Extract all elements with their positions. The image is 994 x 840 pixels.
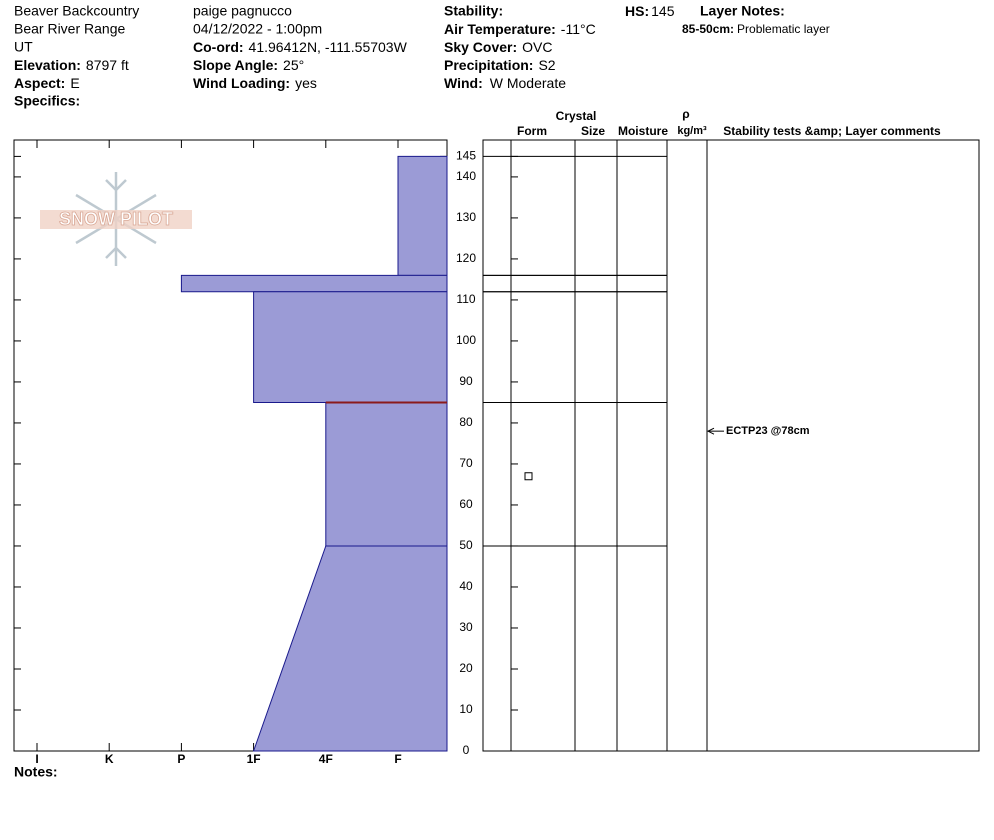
air-temp: Air Temperature: -11°C	[444, 21, 596, 37]
notes: Notes:	[14, 764, 58, 780]
value: 8797 ft	[86, 57, 129, 73]
note-range: 85-50cm:	[682, 22, 734, 36]
location: Beaver Backcountry	[14, 3, 139, 19]
wind: Wind: W Moderate	[444, 75, 566, 91]
col-header: Stability tests &amp; Layer comments	[723, 124, 941, 138]
observer: paige pagnucco	[193, 3, 292, 19]
coord: Co-ord: 41.96412N, -111.55703W	[193, 39, 408, 55]
x-tick-label: I	[35, 752, 38, 766]
hardness-layer	[252, 545, 448, 752]
datetime: 04/12/2022 - 1:00pm	[193, 21, 322, 37]
test-label: ECTP23 @78cm	[726, 425, 810, 437]
hardness-layer	[325, 401, 448, 547]
x-tick-label: F	[394, 752, 401, 766]
hardness-layer	[180, 274, 448, 293]
y-tick-label: 120	[456, 251, 476, 265]
label: Aspect:	[14, 75, 65, 91]
value: -11°C	[561, 21, 596, 37]
logo-text: SNOW PILOT	[59, 209, 173, 229]
y-tick-label: 10	[459, 702, 473, 716]
y-tick-label: 80	[459, 415, 473, 429]
hardness-layer	[253, 291, 448, 403]
value: W Moderate	[490, 75, 566, 91]
label: Sky Cover:	[444, 39, 517, 55]
label: Elevation:	[14, 57, 81, 73]
grain-form	[524, 472, 533, 481]
y-tick-label: 60	[459, 497, 473, 511]
layer-note: 85-50cm: Problematic layer	[682, 22, 830, 36]
x-tick-label: 1F	[247, 752, 261, 766]
label: HS:	[625, 3, 649, 19]
hs: HS: 145	[625, 3, 675, 19]
value: 41.96412N, -111.55703W	[249, 39, 408, 55]
label: Precipitation:	[444, 57, 533, 73]
y-tick-label: 50	[459, 538, 473, 552]
value: OVC	[522, 39, 552, 55]
hardness-layer	[397, 155, 448, 276]
aspect: Aspect: E	[14, 75, 80, 91]
y-tick-label: 110	[456, 292, 475, 306]
stability: Stability:	[444, 3, 503, 19]
y-tick-label: 70	[459, 456, 473, 470]
y-tick-label: 40	[459, 579, 473, 593]
value: S2	[538, 57, 555, 73]
col-header: Size	[581, 124, 605, 138]
x-tick-label: 4F	[319, 752, 333, 766]
value: 145	[651, 3, 675, 19]
note-text: Problematic layer	[737, 22, 830, 36]
label: Wind:	[444, 75, 483, 91]
col-header: ρ	[682, 107, 689, 121]
col-header: Crystal	[556, 109, 597, 123]
label: Co-ord:	[193, 39, 244, 55]
y-tick-label: 100	[456, 333, 476, 347]
y-tick-label: 0	[463, 743, 470, 757]
x-tick-label: P	[177, 752, 185, 766]
layer-notes-label: Layer Notes:	[700, 3, 785, 19]
table-columns	[510, 140, 708, 751]
elevation: Elevation: 8797 ft	[14, 57, 129, 73]
label: Air Temperature:	[444, 21, 556, 37]
value: 25°	[283, 57, 304, 73]
y-tick-label: 145	[456, 149, 476, 163]
col-header: Moisture	[618, 124, 668, 138]
col-header: Form	[517, 124, 547, 138]
precipitation: Precipitation: S2	[444, 57, 556, 73]
range: Bear River Range	[14, 21, 125, 37]
value: E	[70, 75, 79, 91]
y-tick-label: 90	[459, 374, 473, 388]
table-frame	[482, 139, 980, 752]
y-tick-label: 20	[459, 661, 473, 675]
y-tick-label: 130	[456, 210, 476, 224]
sky-cover: Sky Cover: OVC	[444, 39, 553, 55]
label: Wind Loading:	[193, 75, 290, 91]
y-tick-label: 30	[459, 620, 473, 634]
col-header: kg/m³	[677, 125, 707, 137]
label: Slope Angle:	[193, 57, 278, 73]
test-arrowhead	[706, 427, 715, 435]
logo-band	[40, 210, 192, 229]
state: UT	[14, 39, 33, 55]
slope: Slope Angle: 25°	[193, 57, 304, 73]
y-tick-label: 140	[456, 169, 476, 183]
value: yes	[295, 75, 317, 91]
wind-loading: Wind Loading: yes	[193, 75, 317, 91]
x-tick-label: K	[105, 752, 114, 766]
specifics: Specifics:	[14, 93, 80, 109]
